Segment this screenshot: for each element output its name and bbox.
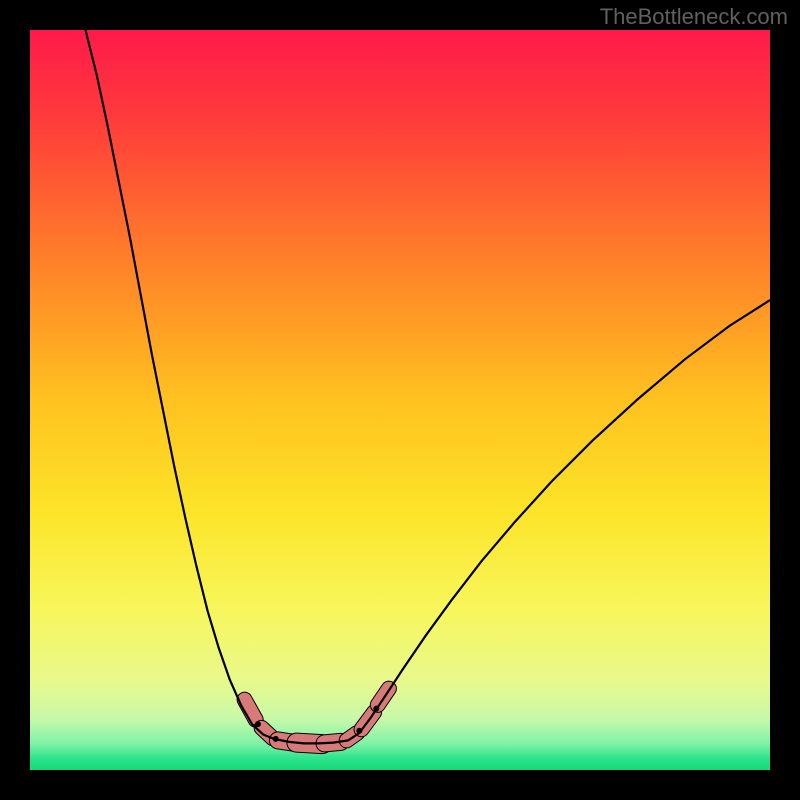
right-curve xyxy=(348,300,770,740)
plot-area xyxy=(30,30,770,770)
watermark-text: TheBottleneck.com xyxy=(600,4,788,30)
left-curve xyxy=(86,30,275,739)
chart-curves xyxy=(30,30,770,770)
